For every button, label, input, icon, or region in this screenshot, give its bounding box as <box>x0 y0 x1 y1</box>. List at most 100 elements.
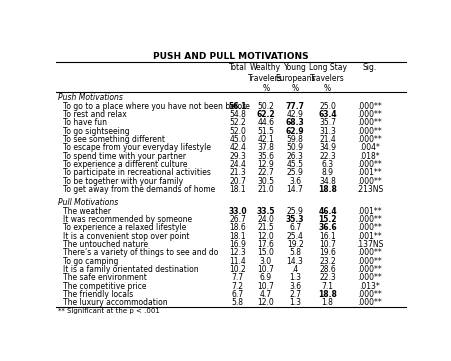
Text: 21.3: 21.3 <box>230 169 246 177</box>
Text: 12.0: 12.0 <box>258 232 274 241</box>
Text: 77.7: 77.7 <box>285 102 304 111</box>
Text: 3.6: 3.6 <box>289 177 301 186</box>
Text: .000**: .000** <box>358 265 382 274</box>
Text: Long Stay
Travelers
%: Long Stay Travelers % <box>308 63 347 93</box>
Text: .004*: .004* <box>359 143 380 152</box>
Text: Young
Europeans
%: Young Europeans % <box>275 63 315 93</box>
Text: .000**: .000** <box>358 135 382 144</box>
Text: 22.7: 22.7 <box>258 169 274 177</box>
Text: 18.8: 18.8 <box>318 290 337 299</box>
Text: 19.2: 19.2 <box>287 240 304 249</box>
Text: 28.6: 28.6 <box>319 265 336 274</box>
Text: 25.9: 25.9 <box>287 169 304 177</box>
Text: 2.7: 2.7 <box>289 290 301 299</box>
Text: .001**: .001** <box>358 169 382 177</box>
Text: The untouched nature: The untouched nature <box>63 240 148 249</box>
Text: 34.8: 34.8 <box>319 177 336 186</box>
Text: 4.7: 4.7 <box>260 290 272 299</box>
Text: To have fun: To have fun <box>63 118 107 127</box>
Text: 46.4: 46.4 <box>318 207 337 216</box>
Text: To experience a different culture: To experience a different culture <box>63 160 187 169</box>
Text: .000**: .000** <box>358 257 382 266</box>
Text: 54.8: 54.8 <box>230 110 246 119</box>
Text: 35.3: 35.3 <box>286 215 304 224</box>
Text: Wealthy
Travelers
%: Wealthy Travelers % <box>249 63 283 93</box>
Text: To escape from your everyday lifestyle: To escape from your everyday lifestyle <box>63 143 211 152</box>
Text: 29.3: 29.3 <box>230 152 246 161</box>
Text: ** Significant at the p < .001: ** Significant at the p < .001 <box>58 308 160 314</box>
Text: .000**: .000** <box>358 223 382 232</box>
Text: 6.7: 6.7 <box>232 290 244 299</box>
Text: 34.9: 34.9 <box>319 143 336 152</box>
Text: PUSH AND PULL MOTIVATIONS: PUSH AND PULL MOTIVATIONS <box>153 52 309 61</box>
Text: 12.3: 12.3 <box>230 248 246 257</box>
Text: To go sightseeing: To go sightseeing <box>63 127 129 136</box>
Text: It is a family orientated destination: It is a family orientated destination <box>63 265 198 274</box>
Text: 15.2: 15.2 <box>318 215 337 224</box>
Text: 26.7: 26.7 <box>230 215 246 224</box>
Text: 59.8: 59.8 <box>287 135 304 144</box>
Text: 24.4: 24.4 <box>230 160 246 169</box>
Text: 18.6: 18.6 <box>230 223 246 232</box>
Text: The competitive price: The competitive price <box>63 282 146 291</box>
Text: .000**: .000** <box>358 299 382 308</box>
Text: 21.5: 21.5 <box>258 223 274 232</box>
Text: 14.7: 14.7 <box>287 185 304 194</box>
Text: .000**: .000** <box>358 118 382 127</box>
Text: The friendly locals: The friendly locals <box>63 290 133 299</box>
Text: .000**: .000** <box>358 274 382 282</box>
Text: 22.3: 22.3 <box>319 274 336 282</box>
Text: .137NS: .137NS <box>356 240 384 249</box>
Text: 23.2: 23.2 <box>319 257 336 266</box>
Text: 33.5: 33.5 <box>257 207 275 216</box>
Text: Sig.: Sig. <box>363 63 377 72</box>
Text: 44.6: 44.6 <box>257 118 274 127</box>
Text: 7.7: 7.7 <box>232 274 244 282</box>
Text: 1.3: 1.3 <box>289 299 301 308</box>
Text: 10.7: 10.7 <box>319 240 336 249</box>
Text: 16.1: 16.1 <box>319 232 336 241</box>
Text: 7.2: 7.2 <box>232 282 244 291</box>
Text: 8.9: 8.9 <box>322 169 334 177</box>
Text: To spend time with your partner: To spend time with your partner <box>63 152 186 161</box>
Text: 35.6: 35.6 <box>257 152 274 161</box>
Text: 7.1: 7.1 <box>322 282 334 291</box>
Text: 30.5: 30.5 <box>257 177 274 186</box>
Text: 3.0: 3.0 <box>260 257 272 266</box>
Text: 22.3: 22.3 <box>319 152 336 161</box>
Text: 33.0: 33.0 <box>229 207 247 216</box>
Text: 14.3: 14.3 <box>287 257 304 266</box>
Text: 36.6: 36.6 <box>318 223 337 232</box>
Text: 3.6: 3.6 <box>289 282 301 291</box>
Text: .000**: .000** <box>358 102 382 111</box>
Text: 21.0: 21.0 <box>258 185 274 194</box>
Text: 1.8: 1.8 <box>322 299 334 308</box>
Text: 10.7: 10.7 <box>258 282 274 291</box>
Text: .000**: .000** <box>358 127 382 136</box>
Text: .001**: .001** <box>358 207 382 216</box>
Text: To go to a place where you have not been before: To go to a place where you have not been… <box>63 102 249 111</box>
Text: To experience a relaxed lifestyle: To experience a relaxed lifestyle <box>63 223 186 232</box>
Text: The luxury accommodation: The luxury accommodation <box>63 299 167 308</box>
Text: To see something different: To see something different <box>63 135 165 144</box>
Text: 6.9: 6.9 <box>260 274 272 282</box>
Text: 6.3: 6.3 <box>322 160 334 169</box>
Text: 42.1: 42.1 <box>258 135 274 144</box>
Text: 21.4: 21.4 <box>319 135 336 144</box>
Text: 42.9: 42.9 <box>287 110 304 119</box>
Text: 20.7: 20.7 <box>230 177 246 186</box>
Text: 50.2: 50.2 <box>258 102 274 111</box>
Text: 52.2: 52.2 <box>230 118 246 127</box>
Text: 6.7: 6.7 <box>289 223 301 232</box>
Text: 62.2: 62.2 <box>257 110 275 119</box>
Text: .000**: .000** <box>358 177 382 186</box>
Text: Pull Motivations: Pull Motivations <box>58 199 118 208</box>
Text: 51.5: 51.5 <box>258 127 274 136</box>
Text: 62.9: 62.9 <box>286 127 304 136</box>
Text: To get away from the demands of home: To get away from the demands of home <box>63 185 215 194</box>
Text: 37.8: 37.8 <box>258 143 274 152</box>
Text: 15.0: 15.0 <box>258 248 274 257</box>
Text: 5.8: 5.8 <box>232 299 244 308</box>
Text: Push Motivations: Push Motivations <box>58 93 123 103</box>
Text: It is a convenient stop over point: It is a convenient stop over point <box>63 232 189 241</box>
